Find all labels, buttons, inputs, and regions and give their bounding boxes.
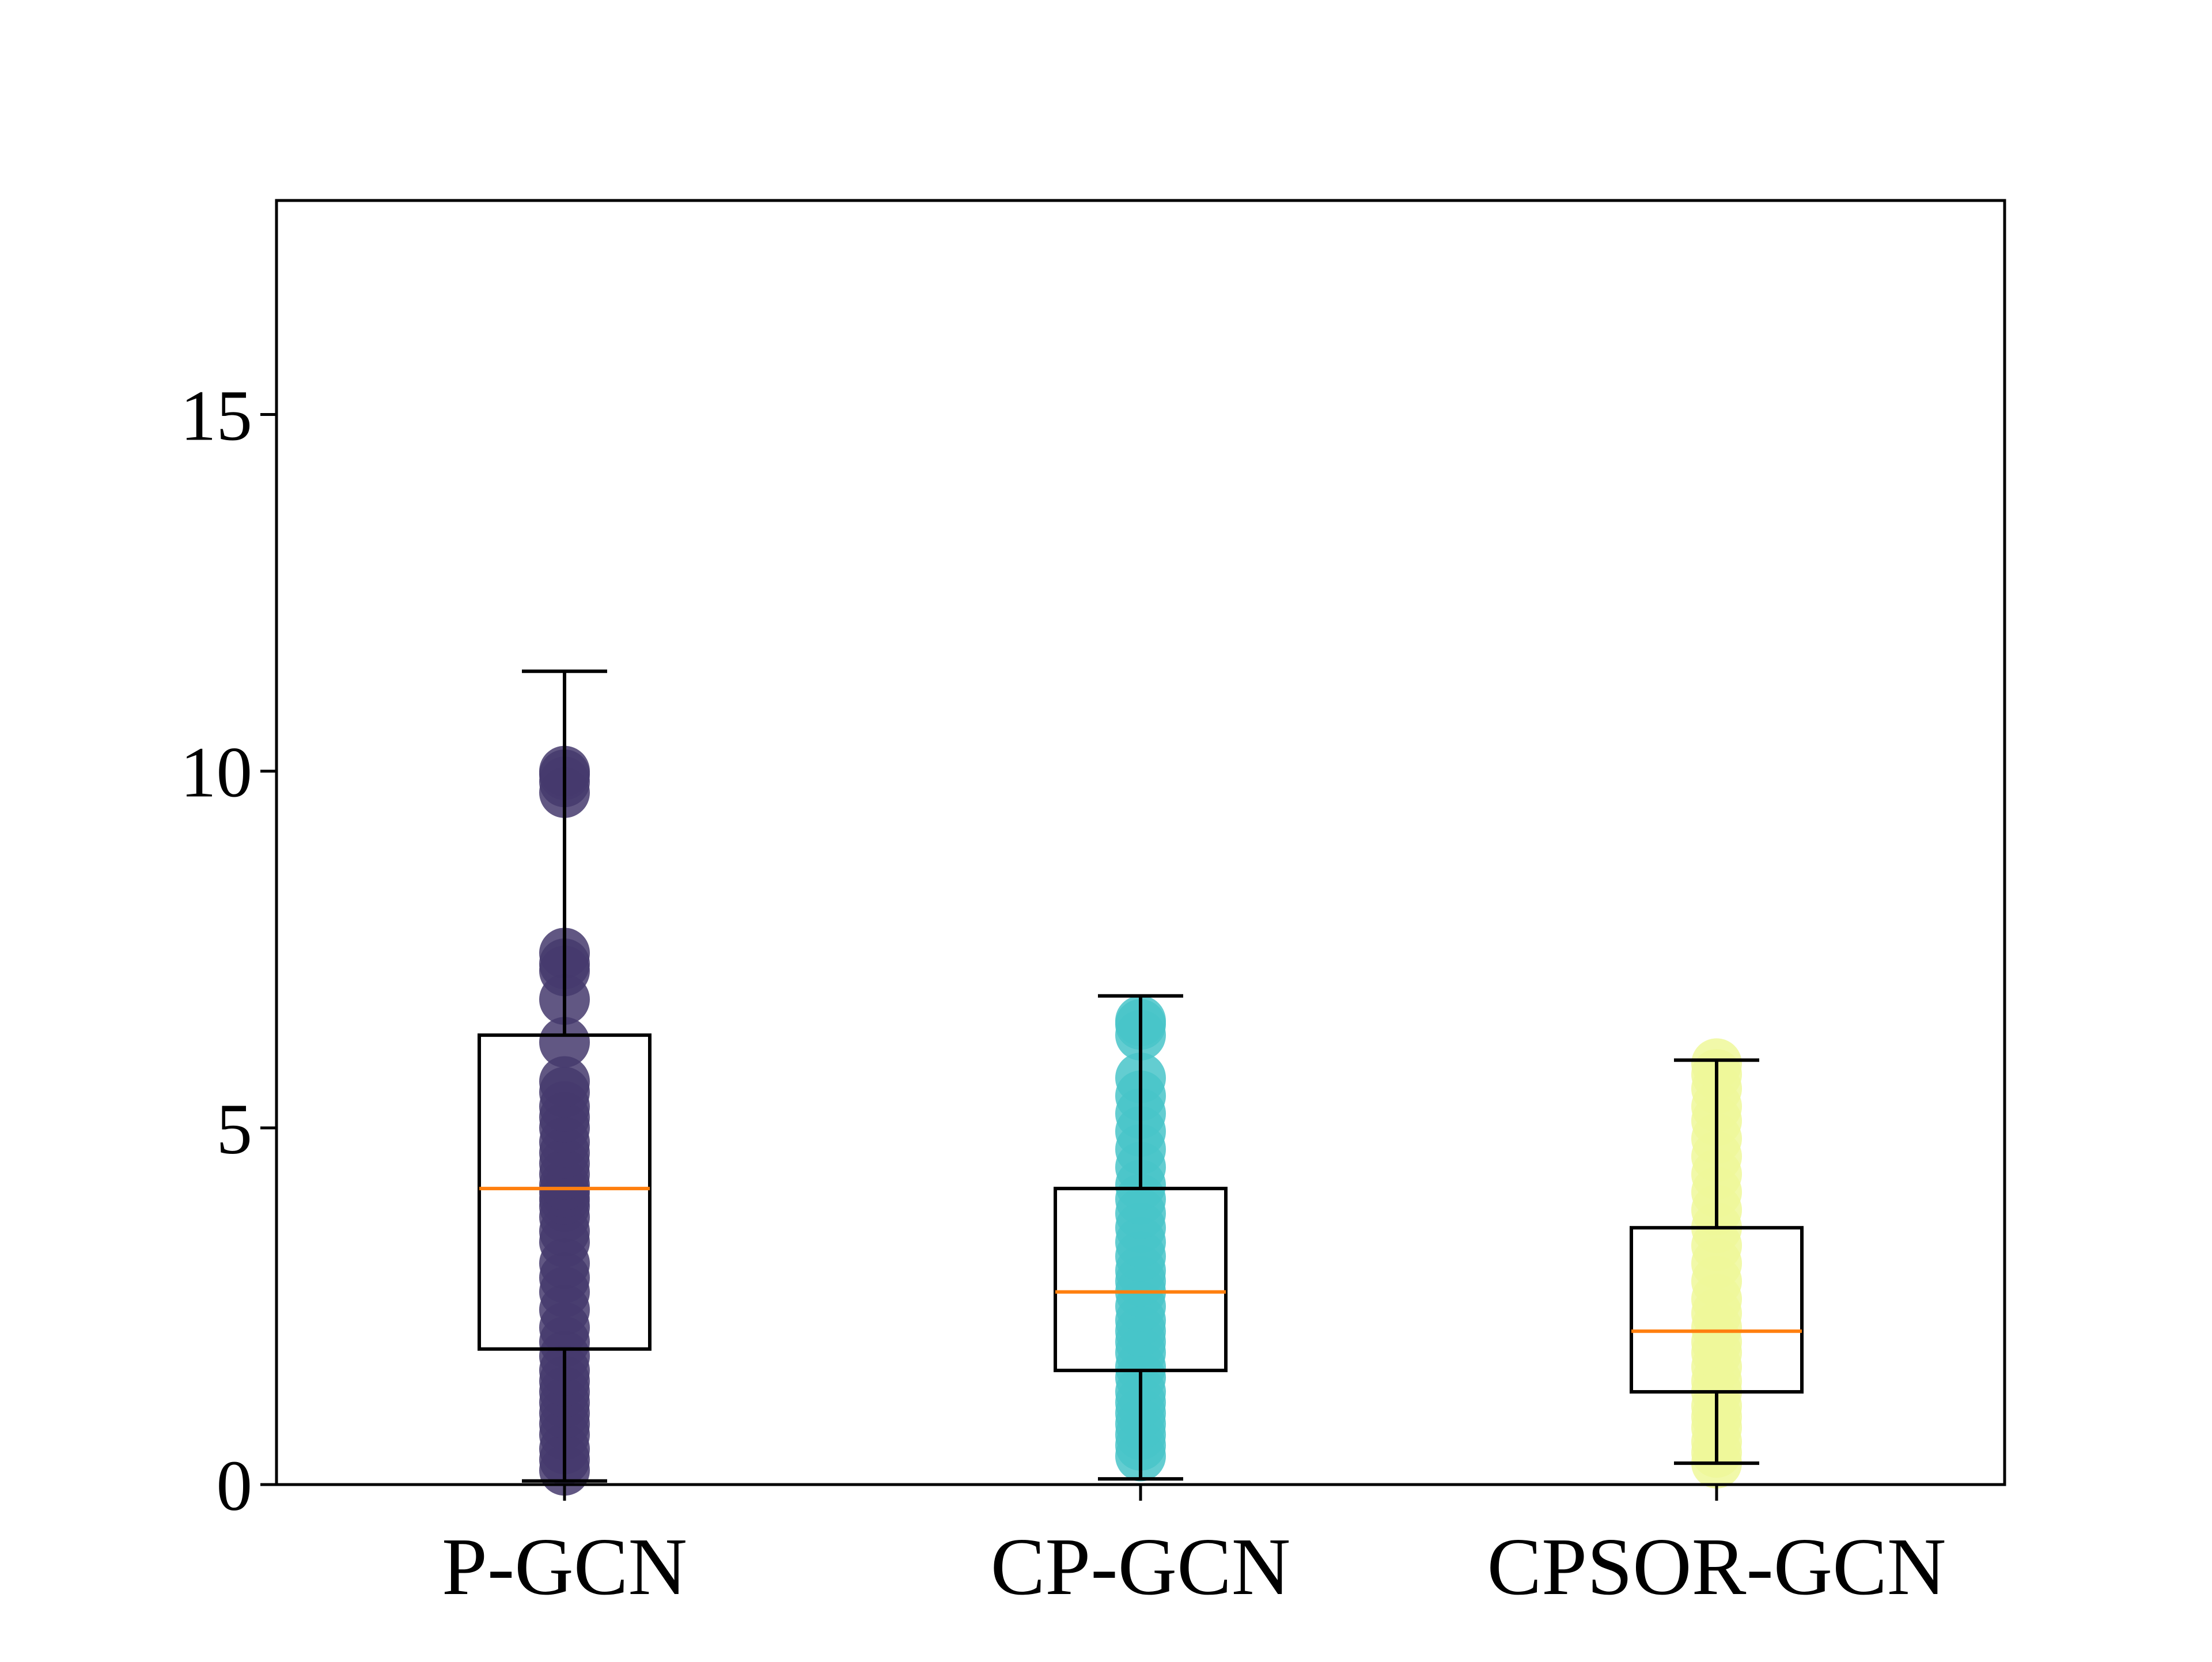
points-layer <box>539 745 1742 1496</box>
y-tick-label: 5 <box>217 1090 253 1169</box>
box-p-gcn <box>478 669 652 1483</box>
x-tick-label: CP-GCN <box>991 1521 1291 1612</box>
box-cpsor-gcn <box>1630 1058 1804 1465</box>
x-tick-label: P-GCN <box>442 1521 687 1612</box>
box-iqr <box>1630 1226 1804 1394</box>
data-point <box>539 1017 590 1068</box>
boxes-layer <box>478 669 1804 1483</box>
data-point <box>539 1056 590 1107</box>
y-tick-label: 10 <box>180 733 252 813</box>
box-cp-gcn <box>1054 994 1228 1481</box>
box-iqr <box>1054 1187 1228 1372</box>
x-tick-label: CPSOR-GCN <box>1487 1521 1946 1612</box>
y-tick-label: 15 <box>180 377 252 456</box>
axes-layer: 0 5 10 15 P-GCN CP-GCN CPSOR-GCN <box>180 199 2006 1612</box>
y-tick-label: 0 <box>217 1447 253 1526</box>
box-iqr <box>478 1033 652 1351</box>
